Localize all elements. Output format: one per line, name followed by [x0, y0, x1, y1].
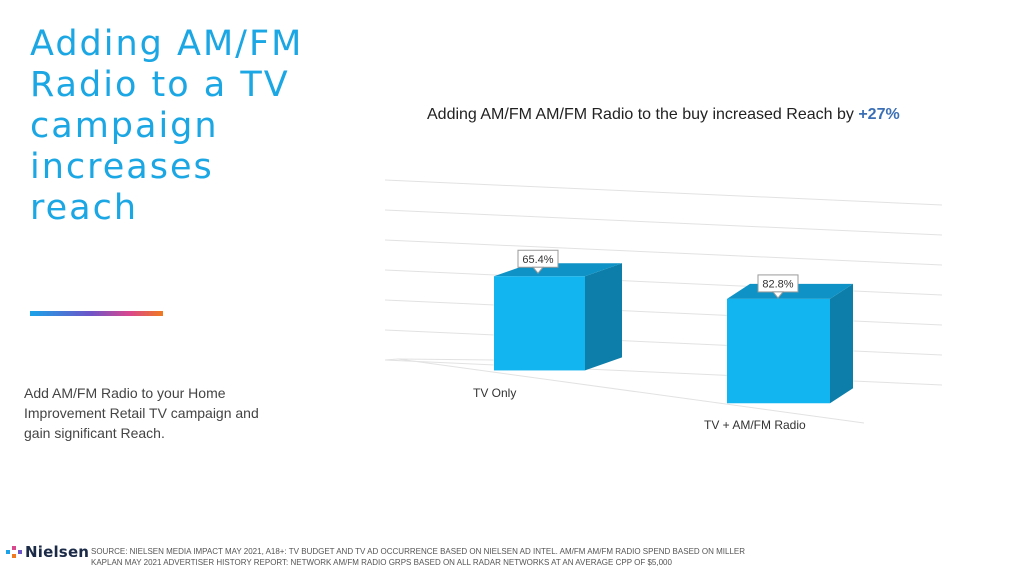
data-label: 82.8%	[757, 274, 799, 299]
gridline	[384, 269, 943, 296]
bars	[494, 263, 853, 404]
chart-title-text: Adding AM/FM AM/FM Radio to the buy incr…	[427, 106, 854, 123]
headline: Adding AM/FM Radio to a TV campaign incr…	[30, 24, 304, 228]
bar	[727, 283, 853, 404]
gridline	[384, 299, 943, 326]
data-label: 65.4%	[517, 249, 559, 275]
data-label-text: 65.4%	[522, 254, 553, 266]
gridlines	[384, 179, 943, 424]
accent-divider	[30, 311, 163, 316]
data-label-text: 82.8%	[762, 278, 793, 290]
nielsen-logo: Nielsen	[6, 543, 89, 561]
chart-title: Adding AM/FM AM/FM Radio to the buy incr…	[427, 106, 987, 124]
bar-front	[727, 298, 830, 404]
category-label: TV + AM/FM Radio	[704, 418, 806, 432]
gridline	[384, 359, 943, 386]
chart-title-highlight: +27%	[858, 106, 900, 123]
gridline	[384, 179, 943, 206]
bar-side	[585, 263, 622, 371]
data-labels: 65.4% 82.8%	[517, 249, 799, 299]
bar-side	[830, 283, 853, 404]
floor-side	[384, 358, 399, 361]
description: Add AM/FM Radio to your Home Improvement…	[24, 385, 259, 441]
category-label: TV Only	[473, 386, 516, 400]
source-note: SOURCE: NIELSEN MEDIA IMPACT MAY 2021, A…	[91, 547, 746, 567]
nielsen-logo-icon	[6, 546, 22, 558]
brand-name: Nielsen	[25, 543, 90, 561]
gridline	[384, 239, 943, 266]
gridline	[384, 209, 943, 236]
category-labels: TV Only TV + AM/FM Radio	[473, 386, 806, 432]
bar-front	[494, 276, 585, 371]
data-label-pointer	[771, 291, 785, 299]
gridline	[384, 329, 943, 356]
bar	[494, 263, 622, 371]
data-label-pointer	[531, 266, 545, 275]
